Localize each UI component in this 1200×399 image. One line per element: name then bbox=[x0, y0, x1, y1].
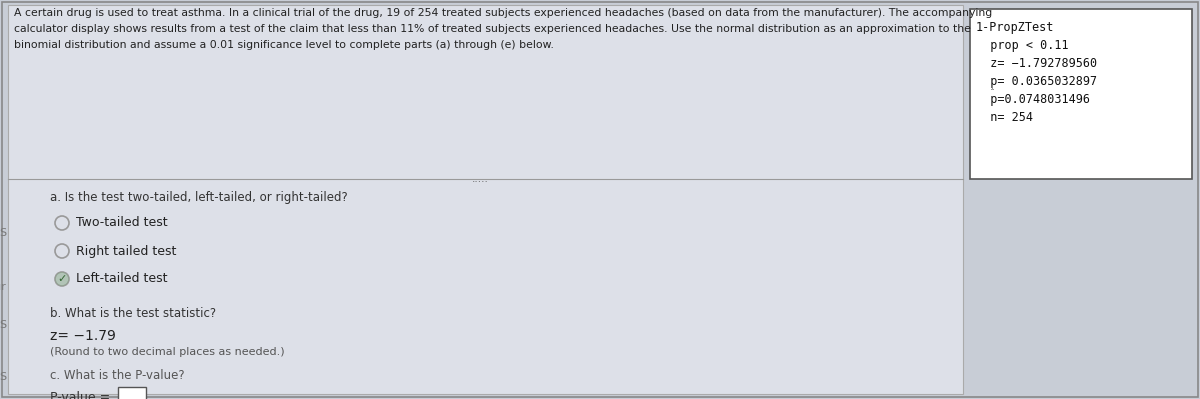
Text: Left-tailed test: Left-tailed test bbox=[76, 273, 168, 286]
Text: n= 254: n= 254 bbox=[976, 111, 1033, 124]
Text: Two-tailed test: Two-tailed test bbox=[76, 217, 168, 229]
Bar bbox=[455, 171, 505, 187]
Bar bbox=[118, 387, 146, 399]
Text: prop < 0.11: prop < 0.11 bbox=[976, 39, 1069, 52]
Text: S: S bbox=[0, 372, 6, 382]
Text: .....: ..... bbox=[472, 174, 488, 184]
Bar bbox=[970, 9, 1192, 179]
Text: z= −1.79: z= −1.79 bbox=[50, 329, 116, 343]
Text: p= 0.0365032897: p= 0.0365032897 bbox=[976, 75, 1097, 88]
Text: 1-PropZTest: 1-PropZTest bbox=[976, 21, 1055, 34]
Text: p=0.0748031496: p=0.0748031496 bbox=[976, 93, 1090, 106]
Text: calculator display shows results from a test of the claim that less than 11% of : calculator display shows results from a … bbox=[14, 24, 971, 34]
Text: ˆ: ˆ bbox=[990, 89, 995, 98]
Text: A certain drug is used to treat asthma. In a clinical trial of the drug, 19 of 2: A certain drug is used to treat asthma. … bbox=[14, 8, 992, 18]
Text: b. What is the test statistic?: b. What is the test statistic? bbox=[50, 307, 216, 320]
Text: ✓: ✓ bbox=[58, 274, 67, 284]
Text: S: S bbox=[0, 320, 6, 330]
Circle shape bbox=[55, 272, 70, 286]
Text: binomial distribution and assume a 0.01 significance level to complete parts (a): binomial distribution and assume a 0.01 … bbox=[14, 40, 554, 50]
Text: c. What is the P-value?: c. What is the P-value? bbox=[50, 369, 185, 382]
Text: (Round to two decimal places as needed.): (Round to two decimal places as needed.) bbox=[50, 347, 284, 357]
Text: a. Is the test two-tailed, left-tailed, or right-tailed?: a. Is the test two-tailed, left-tailed, … bbox=[50, 191, 348, 204]
Text: P-value =: P-value = bbox=[50, 391, 110, 399]
Text: Right tailed test: Right tailed test bbox=[76, 245, 176, 257]
Text: z= −1.792789560: z= −1.792789560 bbox=[976, 57, 1097, 70]
Text: ur: ur bbox=[0, 282, 6, 292]
Text: S: S bbox=[0, 228, 6, 239]
Bar bbox=[8, 5, 964, 394]
